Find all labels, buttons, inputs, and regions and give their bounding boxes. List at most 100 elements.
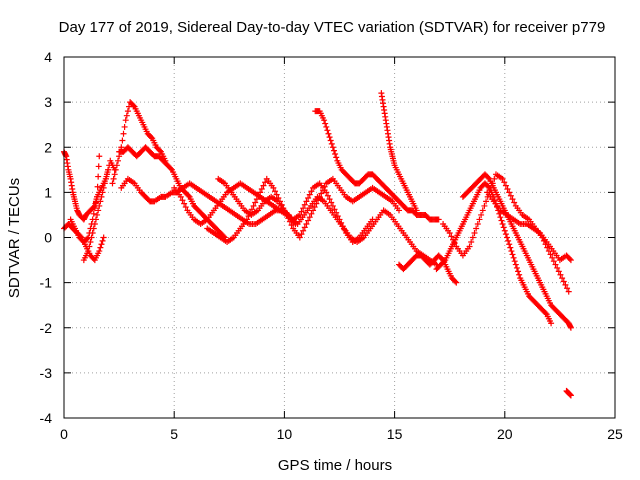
data-point <box>485 183 492 190</box>
data-point <box>97 198 104 205</box>
y-tick-label: -1 <box>40 275 53 291</box>
data-point <box>502 182 509 189</box>
data-point <box>446 229 453 236</box>
data-point <box>331 206 338 213</box>
data-point <box>89 229 96 236</box>
data-point <box>185 192 192 199</box>
data-point <box>510 254 517 261</box>
data-point <box>328 140 335 147</box>
data-point <box>323 189 330 196</box>
data-point <box>86 243 93 250</box>
y-tick-labels: -4 -3 -2 -1 0 1 2 3 4 <box>40 49 53 426</box>
data-point <box>322 120 329 127</box>
axis-ticks <box>63 56 616 419</box>
data-point <box>547 251 554 258</box>
data-point <box>130 102 137 109</box>
data-point <box>92 199 99 206</box>
data-point <box>96 248 103 255</box>
data-point <box>91 220 98 227</box>
data-point <box>499 220 506 227</box>
data-point <box>567 324 574 331</box>
data-point <box>565 288 572 295</box>
data-point <box>308 210 315 217</box>
data-point <box>248 206 255 213</box>
data-point <box>549 254 556 261</box>
data-point <box>502 231 509 238</box>
data-point <box>114 157 121 164</box>
data-point <box>88 234 95 241</box>
data-point <box>85 248 92 255</box>
data-point <box>258 185 265 192</box>
data-point <box>318 190 325 197</box>
data-point <box>298 231 305 238</box>
grid-lines <box>64 57 615 418</box>
data-point <box>97 244 104 251</box>
data-point <box>453 279 460 286</box>
data-point <box>478 211 485 218</box>
data-point <box>326 196 333 203</box>
data-point <box>98 241 105 248</box>
data-point <box>262 179 269 186</box>
x-tick-label: 5 <box>170 426 178 442</box>
data-point <box>497 214 504 221</box>
data-point <box>450 236 457 243</box>
y-axis-title: SDTVAR / TECUs <box>6 178 23 298</box>
data-point <box>91 205 98 212</box>
data-point <box>498 217 505 224</box>
data-point <box>332 151 339 158</box>
data-point <box>99 189 106 196</box>
data-point <box>296 234 303 241</box>
data-point <box>110 175 117 182</box>
data-point <box>509 251 516 258</box>
data-point <box>469 234 476 241</box>
series-trace-q <box>484 189 574 264</box>
y-tick-label: -4 <box>40 410 53 426</box>
data-point <box>441 258 448 265</box>
data-point <box>468 239 475 246</box>
data-point <box>100 234 107 241</box>
y-tick-label: -3 <box>40 365 53 381</box>
data-point <box>552 261 559 268</box>
series-trace-m <box>396 252 460 286</box>
series-trace-d <box>80 157 118 264</box>
data-point <box>555 268 562 275</box>
chart-title: Day 177 of 2019, Sidereal Day-to-day VTE… <box>59 19 606 36</box>
data-point <box>333 154 340 161</box>
data-point <box>156 147 163 154</box>
data-point <box>485 174 492 181</box>
series-trace-n <box>433 180 555 327</box>
data-point <box>102 175 109 182</box>
data-point <box>167 165 174 172</box>
data-point <box>301 201 308 208</box>
data-point <box>435 216 442 223</box>
data-point <box>542 310 549 317</box>
data-point <box>305 217 312 224</box>
series-trace-p <box>459 171 574 331</box>
data-point <box>511 199 518 206</box>
data-point <box>260 182 267 189</box>
data-point <box>567 257 574 264</box>
data-point <box>301 224 308 231</box>
data-point <box>288 222 295 229</box>
data-point <box>94 183 101 190</box>
y-tick-label: 3 <box>44 94 52 110</box>
series-trace-f <box>116 144 228 241</box>
data-points <box>61 90 574 399</box>
data-point <box>506 189 513 196</box>
data-point <box>148 134 155 141</box>
data-point <box>566 255 573 262</box>
data-point <box>122 117 129 124</box>
data-point <box>466 243 473 250</box>
data-point <box>96 153 103 160</box>
data-point <box>476 216 483 223</box>
data-point <box>396 207 403 214</box>
data-point <box>113 162 120 169</box>
data-point <box>120 130 127 137</box>
data-point <box>325 130 332 137</box>
data-point <box>511 258 518 265</box>
data-point <box>123 112 130 119</box>
data-point <box>504 185 511 192</box>
data-point <box>479 207 486 214</box>
series-trace-r <box>563 387 574 399</box>
data-point <box>303 220 310 227</box>
